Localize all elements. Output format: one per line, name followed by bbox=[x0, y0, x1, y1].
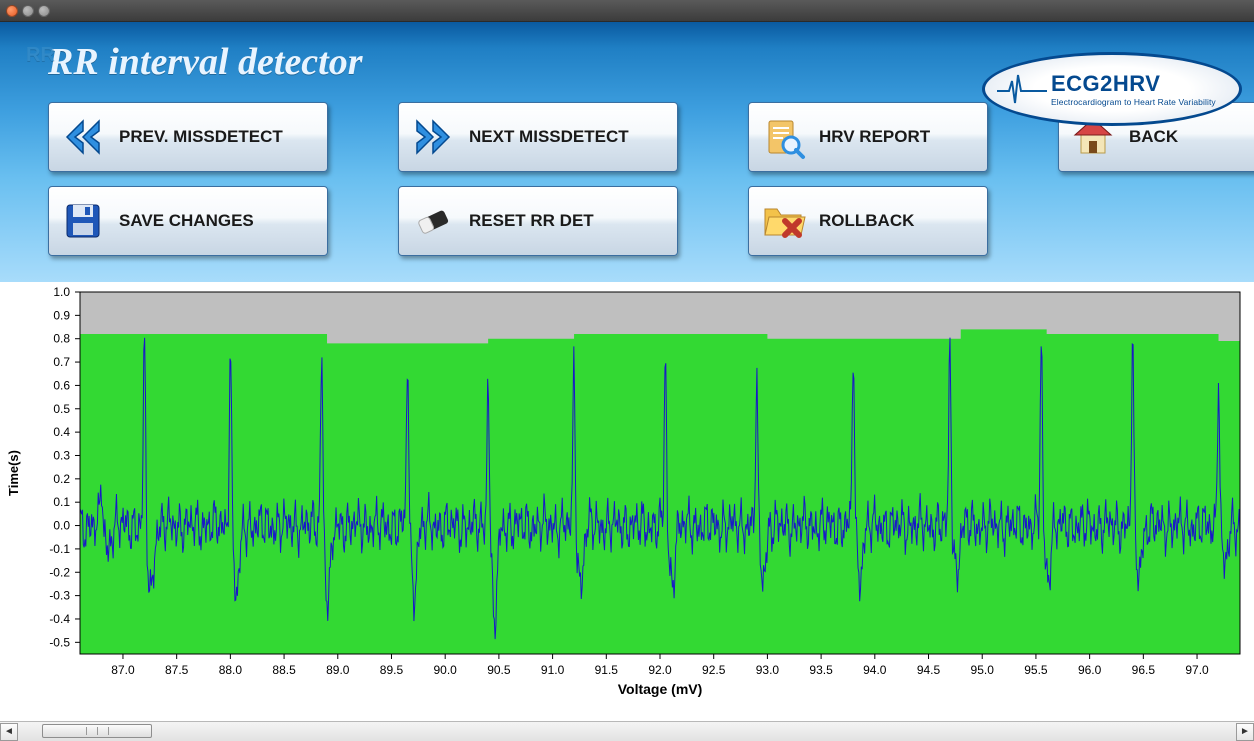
svg-text:94.0: 94.0 bbox=[863, 663, 887, 677]
window-titlebar bbox=[0, 0, 1254, 22]
svg-text:95.5: 95.5 bbox=[1024, 663, 1048, 677]
svg-text:0.1: 0.1 bbox=[53, 495, 70, 509]
svg-text:96.0: 96.0 bbox=[1078, 663, 1102, 677]
svg-text:91.0: 91.0 bbox=[541, 663, 565, 677]
reset-rr-label: RESET RR DET bbox=[469, 211, 594, 231]
app-logo: ECG2HRV Electrocardiogram to Heart Rate … bbox=[982, 52, 1242, 126]
reset-rr-button[interactable]: RESET RR DET bbox=[398, 186, 678, 256]
svg-text:-0.1: -0.1 bbox=[49, 542, 70, 556]
rollback-button[interactable]: ROLLBACK bbox=[748, 186, 988, 256]
svg-text:1.0: 1.0 bbox=[53, 285, 70, 299]
svg-text:97.0: 97.0 bbox=[1185, 663, 1209, 677]
svg-text:93.0: 93.0 bbox=[756, 663, 780, 677]
svg-text:92.0: 92.0 bbox=[648, 663, 672, 677]
svg-text:90.5: 90.5 bbox=[487, 663, 511, 677]
app-title-text: RR interval detector bbox=[48, 41, 363, 83]
save-changes-button[interactable]: SAVE CHANGES bbox=[48, 186, 328, 256]
svg-text:93.5: 93.5 bbox=[809, 663, 833, 677]
scroll-right-icon[interactable]: ► bbox=[1236, 723, 1254, 741]
svg-text:87.5: 87.5 bbox=[165, 663, 189, 677]
svg-text:0.0: 0.0 bbox=[53, 519, 70, 533]
prev-missdetect-label: PREV. MISSDETECT bbox=[119, 127, 283, 147]
svg-text:Voltage (mV): Voltage (mV) bbox=[618, 681, 703, 697]
svg-text:88.0: 88.0 bbox=[219, 663, 243, 677]
svg-text:89.5: 89.5 bbox=[380, 663, 404, 677]
next-missdetect-button[interactable]: NEXT MISSDETECT bbox=[398, 102, 678, 172]
svg-text:91.5: 91.5 bbox=[595, 663, 619, 677]
svg-text:95.0: 95.0 bbox=[971, 663, 995, 677]
scroll-left-icon[interactable]: ◄ bbox=[0, 723, 18, 741]
rr-interval-chart[interactable]: -0.5 -0.4 -0.3 -0.2 -0.1 0.0 0.1 0.2 0.3 0.4 0.5 0.… bbox=[0, 282, 1254, 719]
svg-text:-0.2: -0.2 bbox=[49, 565, 70, 579]
svg-text:96.5: 96.5 bbox=[1132, 663, 1156, 677]
prev-missdetect-button[interactable]: PREV. MISSDETECT bbox=[48, 102, 328, 172]
svg-text:88.5: 88.5 bbox=[272, 663, 296, 677]
svg-text:0.4: 0.4 bbox=[53, 425, 70, 439]
svg-text:0.9: 0.9 bbox=[53, 308, 70, 322]
svg-text:-0.3: -0.3 bbox=[49, 589, 70, 603]
svg-text:94.5: 94.5 bbox=[917, 663, 941, 677]
hrv-report-button[interactable]: HRV REPORT bbox=[748, 102, 988, 172]
back-label: BACK bbox=[1129, 127, 1178, 147]
svg-text:92.5: 92.5 bbox=[702, 663, 726, 677]
save-changes-label: SAVE CHANGES bbox=[119, 211, 254, 231]
rollback-label: ROLLBACK bbox=[819, 211, 914, 231]
double-right-icon bbox=[409, 113, 457, 161]
svg-text:0.3: 0.3 bbox=[53, 448, 70, 462]
report-icon bbox=[759, 113, 807, 161]
svg-text:0.7: 0.7 bbox=[53, 355, 70, 369]
svg-text:-0.5: -0.5 bbox=[49, 635, 70, 649]
svg-text:0.6: 0.6 bbox=[53, 378, 70, 392]
toolbar: PREV. MISSDETECT NEXT MISSDETECT HRV REP… bbox=[20, 102, 1234, 256]
chart-container: -0.5 -0.4 -0.3 -0.2 -0.1 0.0 0.1 0.2 0.3 0.4 0.5 0.… bbox=[0, 282, 1254, 724]
svg-text:90.0: 90.0 bbox=[434, 663, 458, 677]
logo-line1: ECG2HRV bbox=[1051, 71, 1216, 97]
floppy-icon bbox=[59, 197, 107, 245]
logo-line2: Electrocardiogram to Heart Rate Variabil… bbox=[1051, 97, 1216, 107]
svg-text:0.5: 0.5 bbox=[53, 402, 70, 416]
svg-text:Time(s): Time(s) bbox=[6, 450, 21, 496]
svg-text:-0.4: -0.4 bbox=[49, 612, 70, 626]
window-maximize-icon[interactable] bbox=[38, 5, 50, 17]
double-left-icon bbox=[59, 113, 107, 161]
window-minimize-icon[interactable] bbox=[22, 5, 34, 17]
svg-text:89.0: 89.0 bbox=[326, 663, 350, 677]
hrv-report-label: HRV REPORT bbox=[819, 127, 930, 147]
rr-badge: RR bbox=[26, 44, 55, 67]
svg-text:0.8: 0.8 bbox=[53, 332, 70, 346]
window-close-icon[interactable] bbox=[6, 5, 18, 17]
scroll-thumb[interactable] bbox=[42, 724, 152, 738]
folder-cancel-icon bbox=[759, 197, 807, 245]
next-missdetect-label: NEXT MISSDETECT bbox=[469, 127, 629, 147]
scroll-track[interactable] bbox=[18, 722, 1236, 741]
svg-text:87.0: 87.0 bbox=[111, 663, 135, 677]
horizontal-scrollbar[interactable]: ◄ ► bbox=[0, 721, 1254, 741]
eraser-icon bbox=[409, 197, 457, 245]
ecg-spark-icon bbox=[995, 69, 1049, 109]
app-header: RR RR interval detector ECG2HRV Electroc… bbox=[0, 22, 1254, 282]
svg-text:0.2: 0.2 bbox=[53, 472, 70, 486]
